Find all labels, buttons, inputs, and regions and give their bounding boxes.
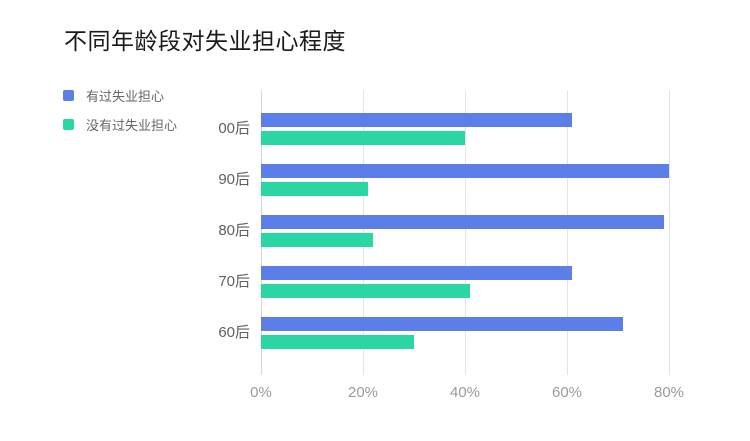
legend-swatch-icon [63, 89, 74, 101]
x-tick-label: 80% [653, 384, 685, 401]
category-label: 90后 [218, 171, 250, 188]
gridline [669, 90, 670, 375]
bar-00后-series-1 [261, 131, 465, 145]
legend-label: 没有过失业担心 [86, 117, 178, 133]
legend-item-1: 没有过失业担心 [63, 117, 178, 133]
bar-90后-series-0 [261, 164, 669, 178]
plot-area: 0% 20% 40% 60% 80% 00后 90后 80后 70后 60后 [218, 90, 722, 401]
legend-swatch-icon [63, 118, 74, 130]
x-tick-label: 60% [551, 384, 583, 401]
x-tick-label: 40% [449, 384, 481, 401]
legend-item-0: 有过失业担心 [63, 88, 177, 104]
x-tick-label: 0% [250, 384, 272, 401]
gridline [363, 90, 364, 375]
gridline [465, 90, 466, 375]
bar-70后-series-0 [261, 266, 572, 280]
bar-80后-series-0 [261, 215, 664, 229]
category-label: 70后 [218, 273, 250, 290]
category-label: 00后 [218, 120, 250, 137]
legend-label: 有过失业担心 [86, 88, 165, 104]
bar-00后-series-0 [261, 113, 572, 127]
bar-80后-series-1 [261, 233, 373, 247]
legend: 有过失业担心 没有过失业担心 [63, 88, 177, 146]
category-label: 80后 [218, 222, 250, 239]
y-axis-line [261, 90, 262, 375]
bar-90后-series-1 [261, 182, 368, 196]
x-tick-label: 20% [347, 384, 379, 401]
bar-70后-series-1 [261, 284, 470, 298]
gridline [567, 90, 568, 375]
bar-60后-series-0 [261, 317, 623, 331]
chart-title: 不同年龄段对失业担心程度 [64, 28, 346, 54]
category-label: 60后 [218, 324, 250, 341]
bar-60后-series-1 [261, 335, 414, 349]
